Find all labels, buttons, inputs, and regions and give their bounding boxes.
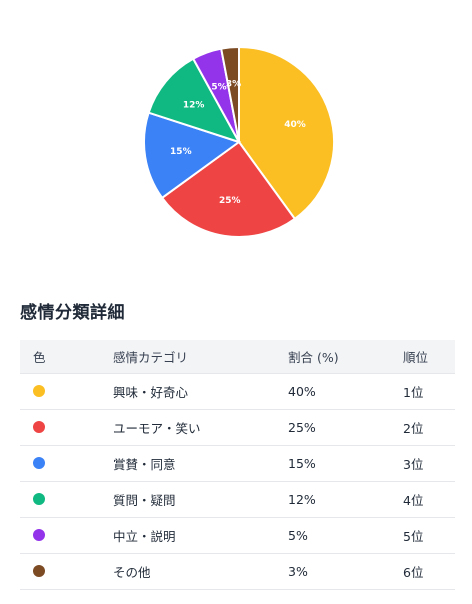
color-cell [20,553,113,590]
table-row: その他 3% 6位 [20,553,455,590]
rank-cell: 4位 [403,481,455,518]
ratio-cell: 12% [288,481,403,518]
color-swatch [33,384,45,397]
ratio-cell: 5% [288,517,403,554]
rank-cell: 5位 [403,517,455,554]
category-cell: 興味・好奇心 [113,373,288,410]
color-cell [20,409,113,446]
color-cell [20,481,113,518]
pie-slice-1 [238,45,335,221]
table-row: 興味・好奇心 40% 1位 [20,373,455,410]
category-cell: 中立・説明 [113,517,288,554]
category-cell: 賞賛・同意 [113,445,288,482]
section-title: 感情分類詳細 [20,303,125,323]
table-row: 質問・疑問 12% 4位 [20,481,455,518]
pie-slice-label-6: 3% [226,79,241,89]
header-ratio: 割合 (%) [288,340,403,374]
table-row: ユーモア・笑い 25% 2位 [20,409,455,446]
pie-slice-6 [220,45,240,143]
header-color: 色 [20,340,113,374]
pie-slice-label-5: 5% [211,83,226,93]
color-swatch [33,492,45,505]
color-cell [20,445,113,482]
rank-cell: 2位 [403,409,455,446]
ratio-cell: 3% [288,553,403,590]
color-swatch [33,528,45,541]
table-header-row: 色 感情カテゴリ 割合 (%) 順位 [20,340,455,374]
header-category: 感情カテゴリ [113,340,288,374]
ratio-cell: 40% [288,373,403,410]
header-rank: 順位 [403,340,455,374]
color-cell [20,517,113,554]
ratio-cell: 25% [288,409,403,446]
rank-cell: 1位 [403,373,455,410]
pie-slice-label-3: 15% [170,147,192,157]
pie-chart: 40% 25% 15% 12% 5% 3% [143,45,335,238]
pie-slice-2 [160,140,297,238]
color-cell [20,373,113,410]
emotion-detail-table: 色 感情カテゴリ 割合 (%) 順位 興味・好奇心 40% 1位 ユーモア・笑い… [20,340,455,590]
pie-slice-label-4: 12% [183,100,205,110]
category-cell: その他 [113,553,288,590]
category-cell: 質問・疑問 [113,481,288,518]
color-swatch [33,456,45,469]
pie-slice-label-2: 25% [219,196,241,206]
pie-slice-label-1: 40% [284,120,306,130]
ratio-cell: 15% [288,445,403,482]
pie-slice-3 [143,111,242,200]
rank-cell: 6位 [403,553,455,590]
table-row: 中立・説明 5% 5位 [20,517,455,554]
pie-slice-4 [147,57,242,144]
rank-cell: 3位 [403,445,455,482]
color-swatch [33,564,45,577]
table-row: 賞賛・同意 15% 3位 [20,445,455,482]
color-swatch [33,420,45,433]
category-cell: ユーモア・笑い [113,409,288,446]
